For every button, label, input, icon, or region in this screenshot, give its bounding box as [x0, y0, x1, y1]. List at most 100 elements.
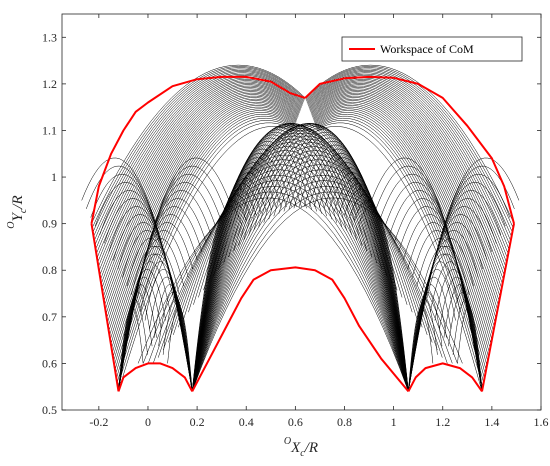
inner-arc: [191, 159, 428, 392]
inner-arc: [343, 188, 409, 392]
left-arc: [100, 81, 302, 280]
workspace-segment: [304, 75, 515, 224]
x-tick-label: 0.4: [239, 415, 254, 429]
inner-arc: [168, 164, 409, 392]
inner-arc: [178, 154, 409, 392]
right-arc: [312, 99, 494, 332]
workspace-segment: [191, 266, 410, 393]
inner-arc: [248, 123, 409, 392]
x-tick-label: 0.8: [337, 415, 352, 429]
y-axis-label-main: Y: [10, 211, 26, 221]
left-arc: [108, 99, 298, 332]
lobe-arc: [81, 157, 193, 392]
x-tick-label: 0.6: [288, 415, 303, 429]
right-arc: [310, 88, 500, 302]
x-axis-label-sup: O: [284, 436, 291, 447]
workspace-segment: [90, 75, 306, 224]
left-arc: [98, 79, 302, 272]
left-arc: [107, 97, 298, 327]
left-arc: [94, 71, 304, 246]
x-tick-label: 1.4: [484, 415, 499, 429]
inner-arc: [147, 186, 409, 392]
y-tick-label: 1: [51, 170, 57, 184]
inner-arc: [188, 146, 409, 392]
inner-arc: [191, 180, 448, 392]
inner-arc: [191, 124, 343, 392]
legend: Workspace of CoM: [341, 36, 523, 62]
y-tick-label: 0.6: [42, 356, 57, 370]
right-arc: [316, 117, 485, 379]
left-arc: [96, 73, 304, 254]
right-arc: [317, 126, 483, 392]
right-arc: [311, 92, 498, 315]
left-arc: [103, 88, 300, 302]
x-axis-label-main: X: [290, 440, 301, 456]
inner-arc: [243, 122, 409, 392]
inner-arc: [191, 123, 348, 392]
right-arc: [310, 85, 502, 293]
inner-arc: [152, 180, 409, 392]
left-arc: [115, 116, 295, 375]
left-arc: [112, 108, 296, 358]
left-arc: [116, 120, 294, 383]
plot-frame: [61, 13, 542, 411]
inner-arc: [238, 123, 409, 392]
right-arc: [313, 103, 492, 345]
right-arc: [316, 116, 486, 375]
left-arc: [101, 84, 301, 289]
right-arc: [307, 74, 509, 254]
plot-area: [62, 14, 541, 410]
y-tick-label: 0.8: [42, 263, 57, 277]
inner-arc: [198, 139, 409, 392]
right-arc: [315, 110, 489, 362]
right-arc: [308, 79, 506, 272]
right-arc: [309, 84, 502, 289]
y-tick-label: 0.9: [42, 217, 57, 231]
inner-arc: [191, 186, 453, 392]
left-arc: [109, 100, 298, 336]
inner-arc: [203, 135, 409, 392]
workspace-segment: [407, 362, 483, 392]
x-tick-label: 1: [391, 415, 397, 429]
x-tick-label: -0.2: [89, 415, 108, 429]
y-axis-label-tail: /R: [10, 195, 26, 209]
right-arc: [314, 105, 491, 349]
x-axis-label-sub: c: [300, 448, 305, 459]
left-arc: [109, 101, 297, 340]
legend-label: Workspace of CoM: [380, 42, 474, 56]
x-tick-label: 0.2: [190, 415, 205, 429]
workspace-segment: [481, 223, 515, 392]
left-arc: [114, 112, 295, 366]
inner-arc: [353, 200, 409, 392]
workspace-boundary: [90, 75, 515, 393]
inner-arc: [191, 150, 418, 392]
inner-arc: [228, 124, 409, 392]
right-arc: [314, 106, 490, 353]
x-axis: -0.2 0 0.2 0.4 0.6 0.8 1 1.2 1.4 1.6: [89, 14, 549, 429]
left-arc: [105, 92, 299, 315]
y-axis: 0.5 0.6 0.7 0.8 0.9 1 1.1 1.2 1.3: [42, 30, 541, 417]
workspace-segment: [90, 223, 120, 392]
y-axis-label-sup: O: [6, 221, 17, 228]
left-arc: [107, 95, 299, 323]
inner-arc: [233, 123, 409, 392]
left-arc: [111, 105, 297, 349]
right-arc: [305, 66, 514, 229]
right-arc: [311, 89, 499, 306]
inner-arc: [191, 127, 333, 392]
y-tick-label: 0.5: [42, 403, 57, 417]
right-arc: [308, 77, 507, 267]
left-arc: [93, 68, 305, 237]
inner-arc: [191, 164, 433, 392]
curve-family: [81, 64, 520, 392]
right-arc: [317, 122, 484, 388]
left-arc: [100, 83, 301, 284]
left-arc: [92, 67, 305, 233]
inner-arc: [183, 150, 409, 392]
x-axis-label-tail: /R: [304, 440, 318, 456]
right-arc: [307, 76, 507, 263]
right-arc: [308, 80, 505, 276]
right-arc: [312, 97, 495, 327]
lobe-arc: [408, 157, 520, 392]
